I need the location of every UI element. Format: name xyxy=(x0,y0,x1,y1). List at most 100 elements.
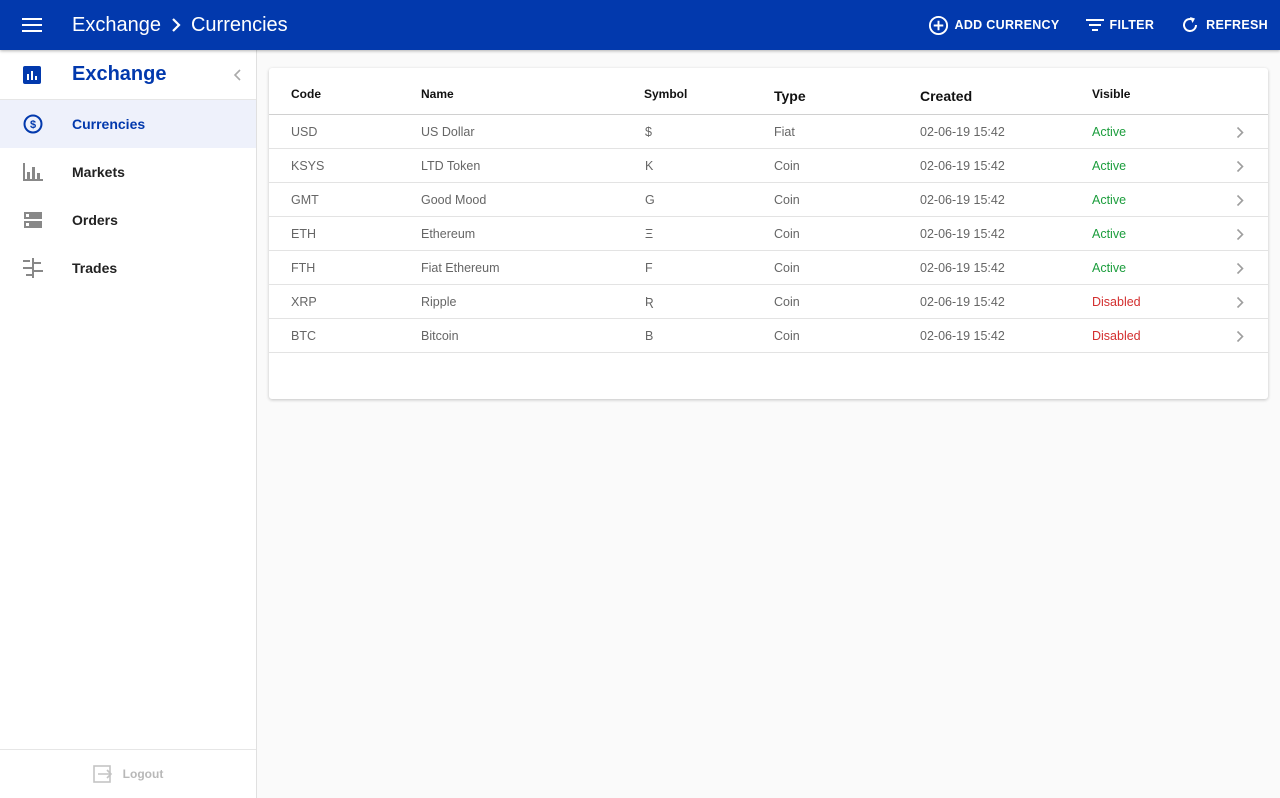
sidebar-item-label: Orders xyxy=(72,212,118,228)
table-row[interactable]: BTC Bitcoin B Coin 02-06-19 15:42 Disabled xyxy=(269,319,1268,353)
cell-code: GMT xyxy=(291,193,319,207)
sidebar-item-label: Currencies xyxy=(72,116,146,132)
cell-symbol: G xyxy=(645,193,655,207)
breadcrumb-exchange[interactable]: Exchange xyxy=(72,13,161,36)
cell-name: Good Mood xyxy=(421,193,487,207)
table-row[interactable]: GMT Good Mood G Coin 02-06-19 15:42 Active xyxy=(269,183,1268,217)
cell-type: Coin xyxy=(774,159,800,173)
logout-icon xyxy=(92,765,112,783)
cell-code: XRP xyxy=(291,295,317,309)
status-badge: Active xyxy=(1092,159,1127,173)
cell-symbol: B xyxy=(645,329,654,343)
breadcrumb: Exchange Currencies xyxy=(72,0,288,50)
cell-code: FTH xyxy=(291,261,316,275)
orders-icon xyxy=(22,211,44,229)
add-currency-label: ADD CURRENCY xyxy=(954,18,1060,32)
sidebar-item-currencies[interactable]: $ Currencies xyxy=(0,100,256,148)
status-badge: Disabled xyxy=(1092,329,1141,343)
cell-name: LTD Token xyxy=(421,159,481,173)
table-header: Code Name Symbol Type Created Visible xyxy=(269,68,1268,115)
refresh-icon xyxy=(1183,17,1198,32)
cell-symbol: K xyxy=(645,159,654,173)
cell-created: 02-06-19 15:42 xyxy=(920,227,1005,241)
column-header-visible[interactable]: Visible xyxy=(1092,87,1131,101)
cell-code: ETH xyxy=(291,227,316,241)
bar-chart-icon xyxy=(22,163,44,181)
sidebar-item-label: Markets xyxy=(72,164,125,180)
collapse-sidebar-icon[interactable] xyxy=(232,67,242,88)
currencies-table-card: Code Name Symbol Type Created Visible US… xyxy=(269,68,1268,399)
breadcrumb-currencies: Currencies xyxy=(190,13,288,36)
cell-symbol: Ʀ xyxy=(645,295,654,309)
cell-type: Coin xyxy=(774,227,800,241)
column-header-symbol[interactable]: Symbol xyxy=(644,87,688,101)
status-badge: Active xyxy=(1092,261,1127,275)
cell-name: Ethereum xyxy=(421,227,476,241)
status-badge: Active xyxy=(1092,193,1127,207)
filter-icon xyxy=(1085,19,1104,31)
chevron-right-icon[interactable] xyxy=(1236,228,1244,241)
cell-code: KSYS xyxy=(291,159,325,173)
chevron-right-icon[interactable] xyxy=(1236,160,1244,173)
cell-name: Bitcoin xyxy=(421,329,459,343)
column-header-created[interactable]: Created xyxy=(920,88,973,104)
cell-code: BTC xyxy=(291,329,316,343)
chevron-right-icon[interactable] xyxy=(1236,262,1244,275)
sidebar-item-markets[interactable]: Markets xyxy=(0,148,256,196)
cell-type: Coin xyxy=(774,295,800,309)
currency-icon: $ xyxy=(22,114,44,134)
app-bar: Exchange Currencies ADD CURRENCY FILTER … xyxy=(0,0,1280,50)
cell-name: US Dollar xyxy=(421,125,475,139)
add-currency-button[interactable]: ADD CURRENCY xyxy=(928,0,1060,50)
chevron-right-icon[interactable] xyxy=(1236,330,1244,343)
sidebar-title: Exchange xyxy=(72,63,167,85)
sidebar-item-label: Trades xyxy=(72,260,118,276)
status-badge: Active xyxy=(1092,227,1127,241)
exchange-logo-icon xyxy=(22,65,44,85)
table-row[interactable]: ETH Ethereum Ξ Coin 02-06-19 15:42 Active xyxy=(269,217,1268,251)
cell-type: Coin xyxy=(774,261,800,275)
cell-symbol: $ xyxy=(645,125,652,139)
cell-created: 02-06-19 15:42 xyxy=(920,159,1005,173)
filter-button[interactable]: FILTER xyxy=(1085,0,1155,50)
refresh-label: REFRESH xyxy=(1206,18,1268,32)
logout-button[interactable]: Logout xyxy=(0,749,256,798)
add-circle-icon xyxy=(928,15,948,35)
trades-icon xyxy=(22,258,44,278)
cell-created: 02-06-19 15:42 xyxy=(920,193,1005,207)
sidebar-header: Exchange xyxy=(0,50,256,100)
cell-symbol: F xyxy=(645,261,653,275)
chevron-right-icon[interactable] xyxy=(1236,126,1244,139)
column-header-code[interactable]: Code xyxy=(291,87,321,101)
table-row[interactable]: USD US Dollar $ Fiat 02-06-19 15:42 Active xyxy=(269,115,1268,149)
cell-created: 02-06-19 15:42 xyxy=(920,295,1005,309)
column-header-name[interactable]: Name xyxy=(421,87,454,101)
status-badge: Active xyxy=(1092,125,1127,139)
table-row[interactable]: FTH Fiat Ethereum F Coin 02-06-19 15:42 Activ… xyxy=(269,251,1268,285)
logout-label: Logout xyxy=(122,767,164,781)
table-row[interactable]: KSYS LTD Token K Coin 02-06-19 15:42 Active xyxy=(269,149,1268,183)
sidebar: Exchange $ Currencies Markets Orders Tra… xyxy=(0,50,257,798)
cell-name: Fiat Ethereum xyxy=(421,261,500,275)
cell-name: Ripple xyxy=(421,295,457,309)
cell-created: 02-06-19 15:42 xyxy=(920,125,1005,139)
cell-code: USD xyxy=(291,125,318,139)
table-body: USD US Dollar $ Fiat 02-06-19 15:42 Active KSY… xyxy=(269,115,1268,353)
cell-type: Coin xyxy=(774,193,800,207)
column-header-type[interactable]: Type xyxy=(774,88,806,104)
table-row[interactable]: XRP Ripple Ʀ Coin 02-06-19 15:42 Disabled xyxy=(269,285,1268,319)
cell-created: 02-06-19 15:42 xyxy=(920,329,1005,343)
chevron-right-icon[interactable] xyxy=(1236,296,1244,309)
menu-icon[interactable] xyxy=(0,0,64,50)
cell-symbol: Ξ xyxy=(645,227,654,241)
refresh-button[interactable]: REFRESH xyxy=(1180,0,1268,50)
cell-type: Coin xyxy=(774,329,800,343)
sidebar-item-orders[interactable]: Orders xyxy=(0,196,256,244)
chevron-right-icon[interactable] xyxy=(1236,194,1244,207)
svg-text:$: $ xyxy=(30,119,36,131)
status-badge: Disabled xyxy=(1092,295,1141,309)
chevron-right-icon xyxy=(171,18,181,32)
filter-label: FILTER xyxy=(1109,18,1155,32)
sidebar-item-trades[interactable]: Trades xyxy=(0,244,256,292)
cell-created: 02-06-19 15:42 xyxy=(920,261,1005,275)
